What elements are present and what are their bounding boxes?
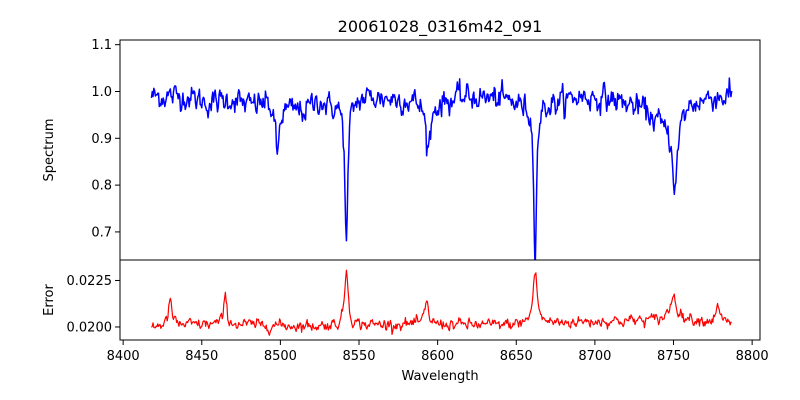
x-tick-label-8: 8800 — [736, 349, 769, 364]
spectrum-y-tick-label-3: 1.0 — [91, 85, 112, 100]
spectrum-line — [150, 77, 733, 260]
error-plot-area — [150, 269, 732, 336]
spectrum-y-tick-label-0: 0.7 — [91, 225, 112, 240]
error-y-tick-label-1: 0.0225 — [67, 274, 113, 289]
spectrum-y-axis-label: Spectrum — [42, 119, 57, 182]
x-tick-label-3: 8550 — [342, 349, 375, 364]
x-tick-label-7: 8750 — [657, 349, 690, 364]
x-tick-label-4: 8600 — [421, 349, 454, 364]
error-line — [150, 269, 732, 336]
error-y-axis-label: Error — [42, 284, 57, 316]
x-axis-label: Wavelength — [401, 369, 478, 384]
error-y-tick-label-0: 0.0200 — [67, 320, 113, 335]
spectrum-y-tick-label-1: 0.8 — [91, 179, 112, 194]
error-y-axis: 0.0200 0.0225 — [67, 274, 120, 335]
spectrum-plot-area — [150, 77, 733, 260]
error-panel: 0.0200 0.0225 Error — [42, 259, 761, 341]
x-axis: 8400 8450 8500 8550 8600 8650 8700 8750 8800 — [107, 340, 769, 364]
x-tick-label-5: 8650 — [500, 349, 533, 364]
x-tick-label-2: 8500 — [264, 349, 297, 364]
x-tick-label-1: 8450 — [185, 349, 218, 364]
spectrum-y-tick-label-2: 0.9 — [91, 132, 112, 147]
error-axes-frame — [119, 259, 761, 341]
x-tick-label-6: 8700 — [578, 349, 611, 364]
x-tick-label-0: 8400 — [107, 349, 140, 364]
spectrum-y-axis: 0.7 0.8 0.9 1.0 1.1 — [91, 38, 120, 240]
chart-title: 20061028_0316m42_091 — [338, 17, 543, 37]
spectrum-y-tick-label-4: 1.1 — [91, 38, 112, 53]
